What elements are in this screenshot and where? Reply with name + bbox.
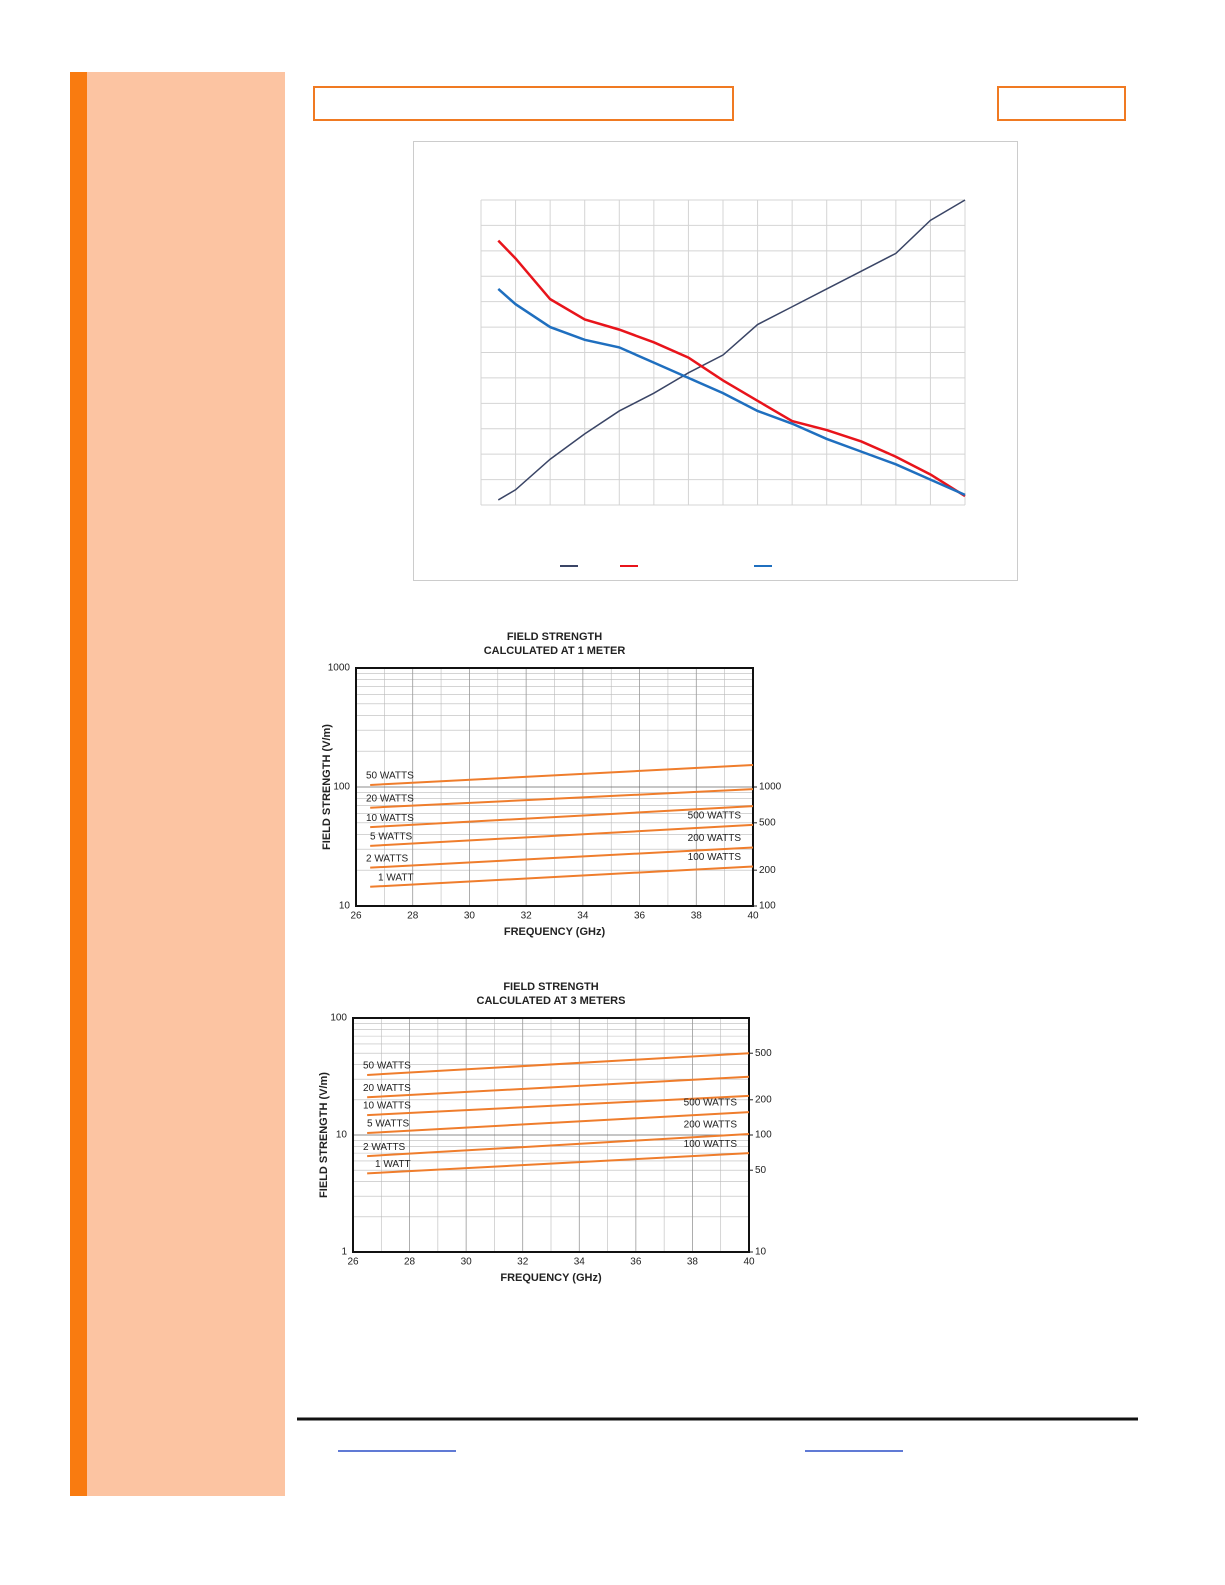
data-line — [497, 239, 966, 498]
header-box — [997, 86, 1126, 121]
x-tick-label: 28 — [407, 911, 419, 922]
plot-frame — [355, 667, 754, 907]
chart-title: FIELD STRENGTH — [507, 631, 602, 643]
y-tick-label: 100 — [333, 782, 350, 793]
y-axis-label: FIELD STRENGTH (V/m) — [318, 1072, 330, 1198]
data-line — [367, 1132, 750, 1158]
header-box — [313, 86, 734, 121]
annotation: 100 WATTS — [684, 1139, 738, 1150]
series-label: 1 WATT — [378, 872, 414, 883]
y2-tick-label: 100 — [759, 901, 776, 912]
series-label: 10 WATTS — [366, 813, 414, 824]
data-line — [370, 764, 754, 786]
annotation: 500 WATTS — [684, 1098, 738, 1109]
annotation: 200 WATTS — [684, 1120, 738, 1131]
x-tick-label: 38 — [691, 911, 703, 922]
x-tick-label: 38 — [687, 1257, 699, 1268]
data-line — [497, 288, 966, 496]
annotation: 100 WATTS — [688, 852, 742, 863]
x-tick-label: 26 — [347, 1257, 359, 1268]
y2-tick-label: 200 — [759, 865, 776, 876]
data-line — [367, 1075, 750, 1099]
x-tick-label: 26 — [350, 911, 362, 922]
series-label: 1 WATT — [375, 1159, 411, 1170]
x-tick-label: 36 — [634, 911, 646, 922]
chart-frame — [413, 141, 1018, 581]
data-line — [367, 1152, 750, 1175]
series-label: 20 WATTS — [363, 1083, 411, 1094]
y2-tick-label: 50 — [755, 1165, 767, 1176]
annotation: 500 WATTS — [688, 811, 742, 822]
x-tick-label: 30 — [461, 1257, 473, 1268]
y-tick-label: 10 — [336, 1130, 348, 1141]
side-stripe — [70, 72, 87, 1496]
plot-frame — [352, 1017, 750, 1253]
data-line — [370, 846, 754, 869]
data-line — [497, 199, 966, 501]
series-label: 5 WATTS — [370, 832, 413, 843]
y2-tick-label: 1000 — [759, 782, 782, 793]
data-line — [370, 805, 754, 829]
x-tick-label: 28 — [404, 1257, 416, 1268]
x-tick-label: 34 — [577, 911, 589, 922]
chart-subtitle: CALCULATED AT 3 METERS — [477, 995, 626, 1007]
y-tick-label: 10 — [339, 901, 351, 912]
series-label: 50 WATTS — [366, 771, 414, 782]
data-line — [367, 1111, 750, 1135]
data-line — [370, 788, 754, 809]
x-tick-label: 34 — [574, 1257, 586, 1268]
x-tick-label: 36 — [630, 1257, 642, 1268]
series-label: 2 WATTS — [363, 1142, 406, 1153]
y2-tick-label: 10 — [755, 1247, 767, 1258]
y-tick-label: 100 — [330, 1013, 347, 1024]
x-axis-label: FREQUENCY (GHz) — [500, 1272, 602, 1284]
annotation: 200 WATTS — [688, 833, 742, 844]
data-line — [370, 823, 754, 847]
y2-tick-label: 100 — [755, 1130, 772, 1141]
x-axis-label: FREQUENCY (GHz) — [504, 926, 606, 938]
chart-subtitle: CALCULATED AT 1 METER — [484, 645, 626, 657]
data-line — [367, 1052, 750, 1076]
x-tick-label: 30 — [464, 911, 476, 922]
x-tick-label: 32 — [517, 1257, 529, 1268]
series-label: 50 WATTS — [363, 1061, 411, 1072]
side-panel — [87, 72, 285, 1496]
data-line — [370, 865, 754, 888]
y2-tick-label: 500 — [759, 817, 776, 828]
x-tick-label: 40 — [743, 1257, 755, 1268]
y2-tick-label: 200 — [755, 1094, 772, 1105]
y-axis-label: FIELD STRENGTH (V/m) — [321, 724, 333, 850]
series-label: 10 WATTS — [363, 1101, 411, 1112]
series-label: 2 WATTS — [366, 853, 409, 864]
series-label: 20 WATTS — [366, 793, 414, 804]
x-tick-label: 32 — [521, 911, 533, 922]
data-line — [367, 1094, 750, 1117]
y-tick-label: 1 — [341, 1247, 347, 1258]
y-tick-label: 1000 — [328, 663, 351, 674]
x-tick-label: 40 — [747, 911, 759, 922]
chart-title: FIELD STRENGTH — [503, 981, 598, 993]
series-label: 5 WATTS — [367, 1119, 410, 1130]
y2-tick-label: 500 — [755, 1048, 772, 1059]
